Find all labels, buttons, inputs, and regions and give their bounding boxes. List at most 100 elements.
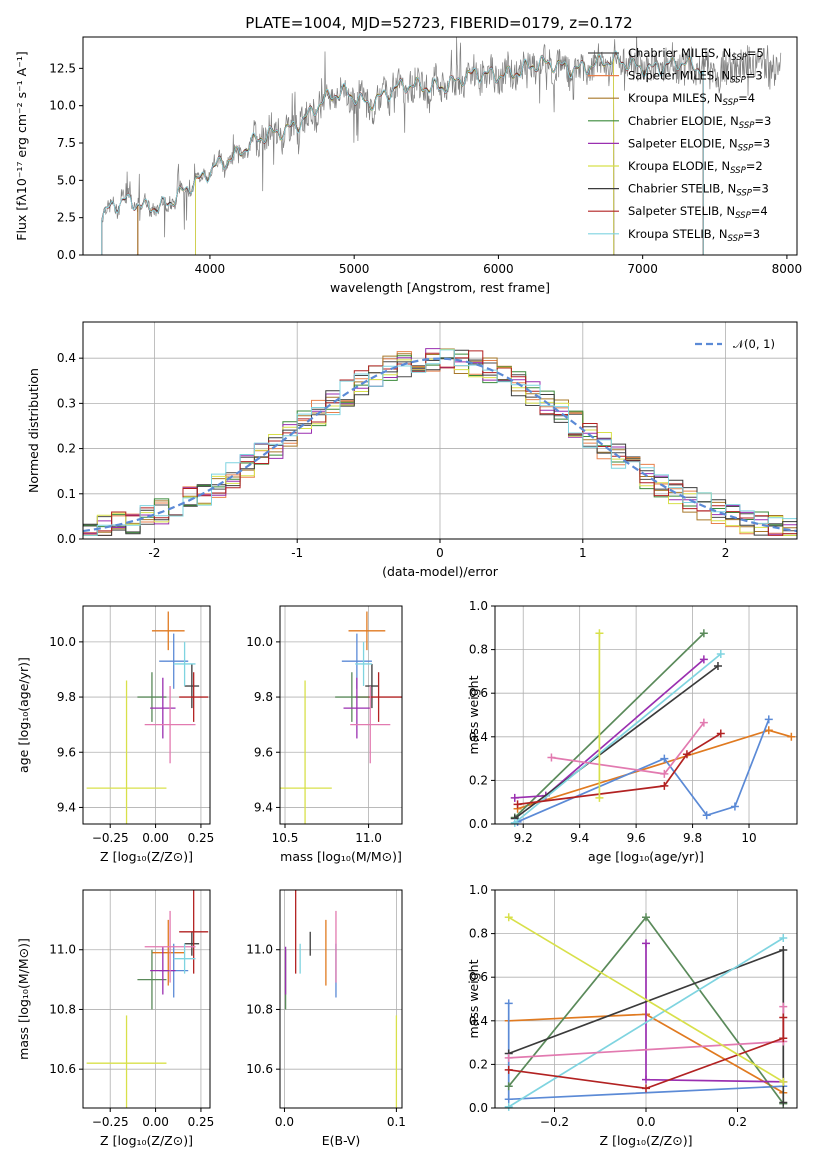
weight_vs_Z-point-marker (504, 999, 513, 1008)
spectrum-y-axis-label: Flux [fλ10⁻¹⁷ erg cm⁻² s⁻¹ A⁻¹] (14, 51, 29, 240)
spectrum-model-line (137, 51, 704, 255)
age_vs_Z-errorbar-point (137, 672, 167, 722)
age_vs_Z-y-axis-label: age [log₁₀(age/yr)] (16, 657, 31, 773)
spectrum-model-line (137, 52, 704, 255)
weight_vs_age-y-tick-label: 0.2 (469, 773, 488, 787)
residuals-y-tick-label: 0.3 (57, 396, 76, 410)
weight_vs_age-point-marker (787, 732, 796, 741)
weight_vs_age-point-marker (764, 726, 773, 735)
spectrum-legend-entry: Kroupa STELIB, NSSP=3 (628, 227, 760, 244)
weight_vs_age-point-marker (595, 793, 604, 802)
weight_vs_Z-y-tick-label: 0.2 (469, 1057, 488, 1071)
spectrum-model-line (101, 50, 704, 255)
weight_vs_age-x-tick-label: 9.6 (627, 831, 646, 845)
weight_vs_age-point-marker (702, 811, 711, 820)
weight_vs_age-point-marker (595, 629, 604, 638)
weight_vs_Z-point-marker (504, 1102, 513, 1111)
age_vs_Z-errorbar-point (150, 677, 176, 739)
mass_vs_Z-y-tick-label: 10.8 (49, 1002, 76, 1016)
age_vs_Z-x-tick-label: 0.00 (142, 831, 169, 845)
age_vs_Z-y-tick-label: 9.6 (57, 745, 76, 759)
weight_vs_age-series-line (514, 665, 719, 820)
weight_vs_age-y-tick-label: 0.6 (469, 686, 488, 700)
weight_vs_Z-series-line (508, 916, 784, 1083)
residuals-x-tick-label: 1 (579, 546, 587, 560)
weight_vs_Z-y-tick-label: 0.4 (469, 1014, 488, 1028)
age_vs_mass-errorbar-point (348, 611, 386, 651)
weight_vs_age-frame (494, 605, 798, 825)
weight_vs_age-y-tick-label: 0.0 (469, 817, 488, 831)
mass_vs_ebv-x-axis-label: E(B-V) (322, 1133, 361, 1148)
age_vs_Z-x-tick-label: −0.25 (92, 831, 129, 845)
residuals-x-tick-label: -2 (148, 546, 160, 560)
age_vs_mass-errorbar-point (343, 677, 371, 739)
weight_vs_Z-point-marker (504, 1095, 513, 1104)
mass_vs_ebv-x-tick-label: 0.0 (275, 1115, 294, 1129)
weight_vs_age-point-marker (660, 769, 669, 778)
age_vs_mass-errorbar-point (350, 686, 391, 764)
weight-vs-age-panel: 9.2 9.4 9.6 9.8 10 0.0 0.2 0.4 0.6 0.8 1.0 age [log… (466, 599, 798, 864)
weight_vs_age-point-marker (713, 661, 722, 670)
age_vs_mass-y-tick-label: 10.0 (246, 635, 273, 649)
weight_vs_Z-point-marker (779, 1034, 788, 1043)
weight_vs_age-series-line (514, 632, 705, 819)
mass_vs_Z-errorbar-point (184, 931, 200, 956)
spectrum-x-tick-label: 5000 (339, 262, 370, 276)
age_vs_mass-errorbar-point (335, 672, 369, 722)
residuals-x-tick-label: 2 (722, 546, 730, 560)
mass_vs_Z-x-axis-label: Z [log₁₀(Z/Z⊙)] (100, 1133, 193, 1148)
weight_vs_age-y-axis-label: mass weight (466, 675, 481, 754)
weight_vs_age-x-tick-label: 10 (741, 831, 756, 845)
age_vs_mass-x-tick-label: 11.0 (355, 831, 382, 845)
age_vs_mass-x-axis-label: mass [log₁₀(M/M⊙)] (280, 849, 402, 864)
mass_vs_ebv-y-tick-label: 10.8 (246, 1002, 273, 1016)
weight_vs_Z-point-marker (504, 1065, 513, 1074)
weight_vs_Z-series-line (508, 937, 784, 1108)
age_vs_Z-errorbar-point (179, 672, 209, 722)
mass_vs_Z-x-tick-label: 0.00 (142, 1115, 169, 1129)
residuals-x-tick-label: -1 (291, 546, 303, 560)
weight_vs_age-y-tick-label: 0.4 (469, 730, 488, 744)
spectrum-x-axis-label: wavelength [Angstrom, rest frame] (330, 280, 550, 295)
spectrum-y-tick-label: 0.0 (57, 248, 76, 262)
mass_vs_Z-y-axis-label: mass [log₁₀(M/M⊙)] (16, 938, 31, 1060)
weight_vs_Z-point-marker (779, 1077, 788, 1086)
residual-histogram (83, 349, 797, 536)
age_vs_Z-errorbar-point (159, 633, 189, 689)
residuals-histogram-panel: -2 -1 0 1 2 0.0 0.1 0.2 0.3 0.4 (data-model)/error… (26, 321, 798, 579)
mass_vs_ebv-x-tick-label: 0.1 (387, 1115, 406, 1129)
spectrum-legend-entry: Chabrier MILES, NSSP=5 (628, 46, 764, 63)
weight_vs_age-y-tick-label: 1.0 (469, 599, 488, 613)
mass-vs-metallicity-panel: −0.25 0.00 0.25 10.6 10.8 11.0 Z [log₁₀(Z/Z⊙)]… (16, 889, 214, 1148)
weight_vs_Z-point-marker (779, 1098, 788, 1107)
weight_vs_age-point-marker (547, 753, 556, 762)
spectrum-panel: 4000 5000 6000 7000 8000 0.0 2.5 5.0 7.5 10.0 12.5… (14, 36, 802, 295)
residuals-y-axis-label: Normed distribution (26, 368, 41, 493)
age_vs_mass-x-tick-label: 10.5 (272, 831, 299, 845)
mass_vs_ebv-y-tick-label: 11.0 (246, 943, 273, 957)
weight_vs_age-series-line (514, 653, 722, 824)
mass_vs_Z-errorbar-point (173, 943, 196, 974)
weight_vs_age-series-line (517, 732, 722, 806)
spectrum-legend-entry: Chabrier ELODIE, NSSP=3 (628, 114, 771, 131)
weight_vs_age-x-tick-label: 9.4 (570, 831, 589, 845)
weight_vs_age-series-line (517, 729, 792, 810)
weight_vs_Z-y-tick-label: 0.6 (469, 970, 488, 984)
weight_vs_Z-point-marker (642, 939, 650, 948)
weight_vs_Z-y-tick-label: 0.8 (469, 927, 488, 941)
age_vs_Z-errorbar-point (173, 641, 196, 687)
age_vs_Z-y-tick-label: 9.8 (57, 690, 76, 704)
weight_vs_Z-point-marker (642, 1084, 650, 1093)
weight_vs_age-point-marker (513, 800, 522, 809)
age_vs_Z-y-tick-label: 10.0 (49, 635, 76, 649)
mass_vs_Z-errorbar-point (86, 1015, 167, 1108)
age-vs-mass-panel: 10.5 11.0 9.4 9.6 9.8 10.0 mass [log₁₀(M/M⊙)] (246, 605, 403, 864)
age_vs_Z-y-tick-label: 9.4 (57, 800, 76, 814)
spectrum-y-tick-label: 5.0 (57, 173, 76, 187)
weight_vs_age-point-marker (682, 750, 691, 759)
age_vs_mass-frame (279, 605, 403, 825)
weight_vs_age-point-marker (660, 781, 669, 790)
mass_vs_ebv-y-tick-label: 10.6 (246, 1062, 273, 1076)
age_vs_mass-y-tick-label: 9.4 (254, 800, 273, 814)
